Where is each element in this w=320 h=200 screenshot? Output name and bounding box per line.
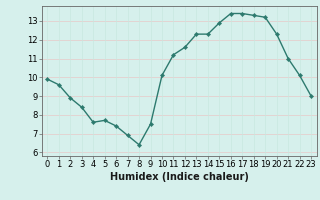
X-axis label: Humidex (Indice chaleur): Humidex (Indice chaleur) — [110, 172, 249, 182]
